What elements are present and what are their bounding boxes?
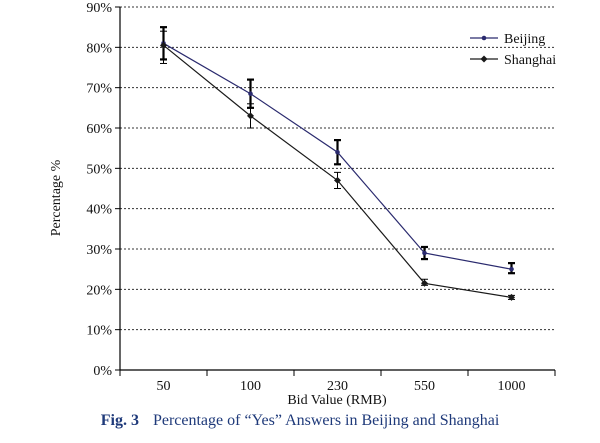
y-axis-ticks: 0% 10% 20% 30% 40% 50% 60% 70% 80% 90% [86, 1, 120, 379]
x-axis-ticks: 50 100 230 550 1000 [119, 370, 556, 394]
legend-marker [481, 35, 487, 41]
x-tick-label: 50 [157, 379, 171, 394]
y-tick-label: 80% [86, 41, 112, 56]
legend-label: Shanghai [504, 53, 556, 68]
y-tick-label: 0% [93, 364, 112, 379]
figure-caption-text: Percentage of “Yes” Answers in Beijing a… [152, 412, 500, 429]
figure-label: Fig. 3 [100, 412, 139, 429]
x-tick-label: 230 [327, 379, 348, 394]
data-point [335, 149, 340, 155]
axes [119, 7, 555, 371]
y-tick-label: 10% [86, 324, 112, 339]
series-group [160, 26, 515, 301]
data-point [247, 112, 254, 120]
y-tick-label: 60% [86, 122, 112, 137]
y-tick-label: 90% [86, 1, 112, 16]
grid-lines [120, 6, 555, 331]
x-tick-label: 1000 [498, 379, 526, 394]
y-tick-label: 40% [86, 203, 112, 218]
data-point [422, 250, 427, 256]
y-tick-label: 70% [86, 82, 112, 97]
data-point [421, 279, 428, 287]
data-point [508, 293, 515, 301]
y-tick-label: 50% [86, 162, 112, 177]
legend: Beijing Shanghai [470, 32, 556, 68]
line-chart: 0% 10% 20% 30% 40% 50% 60% 70% 80% 90% 50 100 230 55… [49, 1, 556, 408]
figure-caption: Fig. 3 Percentage of “Yes” Answers in Bei… [0, 412, 600, 430]
series-beijing [160, 26, 515, 275]
y-tick-label: 20% [86, 283, 112, 298]
data-point [334, 176, 341, 184]
y-tick-label: 30% [86, 243, 112, 258]
x-tick-label: 100 [240, 379, 261, 394]
data-point [160, 41, 167, 49]
legend-label: Beijing [504, 32, 545, 47]
x-tick-label: 550 [414, 379, 435, 394]
legend-marker [480, 55, 488, 63]
series-shanghai [160, 30, 515, 301]
y-axis-label: Percentage % [49, 159, 64, 236]
data-point [509, 266, 514, 272]
data-point [248, 91, 253, 97]
x-axis-label: Bid Value (RMB) [287, 393, 387, 408]
